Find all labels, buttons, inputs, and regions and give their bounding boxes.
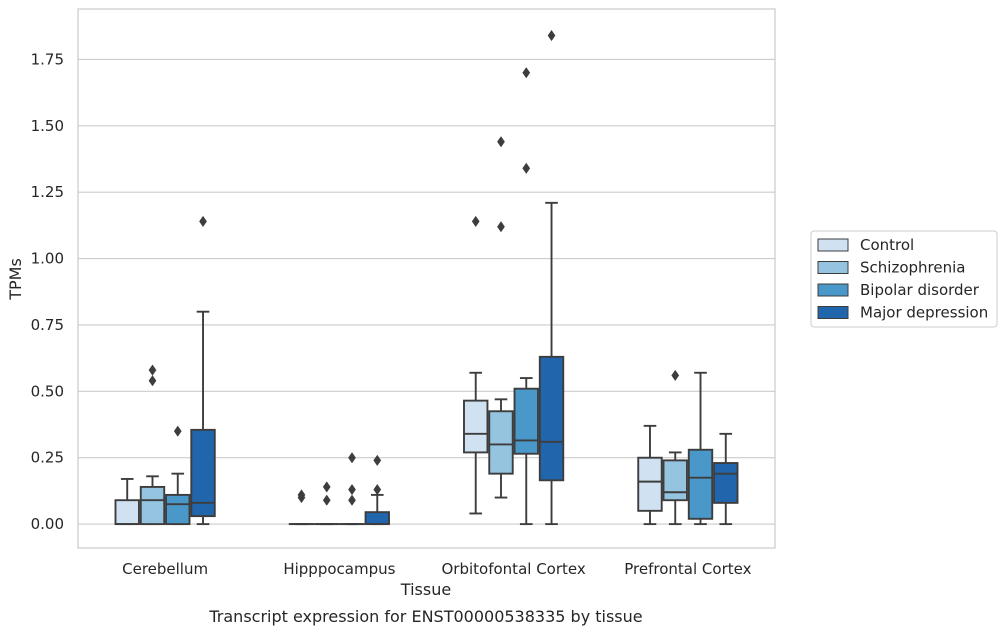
box-group	[463, 215, 489, 515]
outlier-point	[522, 67, 531, 79]
outlier-point	[322, 481, 331, 493]
legend: Control Schizophrenia Bipolar disorder Majo…	[810, 230, 998, 328]
y-tick-label: 0.75	[31, 316, 64, 334]
outlier-point	[471, 215, 480, 228]
box-group	[713, 432, 739, 526]
outlier-point	[497, 136, 505, 148]
box-group	[513, 67, 539, 526]
plot-frame	[77, 8, 776, 549]
box	[114, 499, 140, 526]
outlier-point	[173, 425, 182, 437]
chart-caption: Transcript expression for ENST0000053833…	[208, 607, 642, 626]
y-tick-label: 1.25	[31, 183, 64, 201]
legend-label: Major depression	[860, 304, 988, 322]
box	[513, 387, 539, 455]
outlier-point	[497, 221, 505, 233]
outlier-point	[348, 483, 356, 496]
box	[364, 511, 390, 526]
outlier-point	[547, 29, 556, 42]
box-group	[538, 29, 565, 526]
boxes	[114, 29, 739, 526]
box-group	[687, 371, 714, 526]
y-tick-label: 0.00	[31, 515, 64, 533]
box-group	[314, 481, 340, 526]
grid-lines	[78, 58, 775, 525]
legend-swatch	[817, 261, 849, 274]
x-tick-label: Hipppocampus	[283, 560, 395, 578]
y-tick-label: 0.50	[31, 382, 64, 400]
box	[463, 399, 489, 454]
outlier-point	[199, 215, 207, 228]
x-tick-label: Cerebellum	[122, 560, 208, 578]
box-group	[190, 215, 216, 526]
legend-swatch	[817, 238, 849, 252]
box-group	[364, 454, 390, 526]
legend-swatch	[817, 283, 849, 297]
box	[662, 459, 688, 502]
outlier-point	[373, 454, 382, 467]
box-group	[488, 136, 514, 499]
outlier-point	[522, 162, 531, 174]
box	[488, 410, 514, 475]
box-group	[339, 452, 365, 526]
outlier-point	[148, 375, 157, 387]
outlier-point	[148, 364, 157, 376]
x-tick-label: Prefrontal Cortex	[624, 560, 751, 578]
legend-swatch	[817, 306, 849, 319]
box	[139, 485, 166, 526]
outlier-point	[671, 369, 680, 382]
box	[713, 462, 739, 504]
legend-frame	[810, 230, 998, 328]
legend-label: Schizophrenia	[860, 259, 965, 277]
y-tick-label: 1.50	[31, 117, 64, 135]
legend-label: Bipolar disorder	[860, 281, 980, 299]
y-tick-label: 1.75	[31, 50, 64, 68]
y-tick-labels: 0.00 0.25 0.50 0.75 1.00 1.25 1.50 1.75	[31, 50, 64, 533]
legend-label: Control	[860, 236, 914, 254]
outlier-point	[373, 483, 382, 496]
box	[165, 493, 191, 526]
box	[190, 428, 216, 518]
outlier-point	[322, 494, 331, 506]
outlier-point	[348, 494, 356, 506]
box-group	[637, 424, 663, 526]
y-tick-label: 1.00	[31, 250, 64, 268]
box-group	[288, 489, 315, 526]
box-group	[165, 425, 191, 526]
x-tick-label: Orbitofontal Cortex	[442, 560, 586, 578]
box-group	[662, 369, 688, 526]
y-axis-label: TPMs	[6, 258, 25, 301]
outlier-point	[297, 489, 306, 501]
box	[637, 456, 663, 512]
outlier-point	[348, 452, 356, 464]
box-group	[139, 364, 166, 526]
x-axis-label: Tissue	[400, 580, 451, 599]
box	[687, 448, 714, 520]
y-tick-label: 0.25	[31, 449, 64, 467]
x-tick-labels: Cerebellum Hipppocampus Orbitofontal Corte…	[122, 560, 751, 578]
box	[538, 355, 565, 482]
box-group	[114, 478, 140, 526]
